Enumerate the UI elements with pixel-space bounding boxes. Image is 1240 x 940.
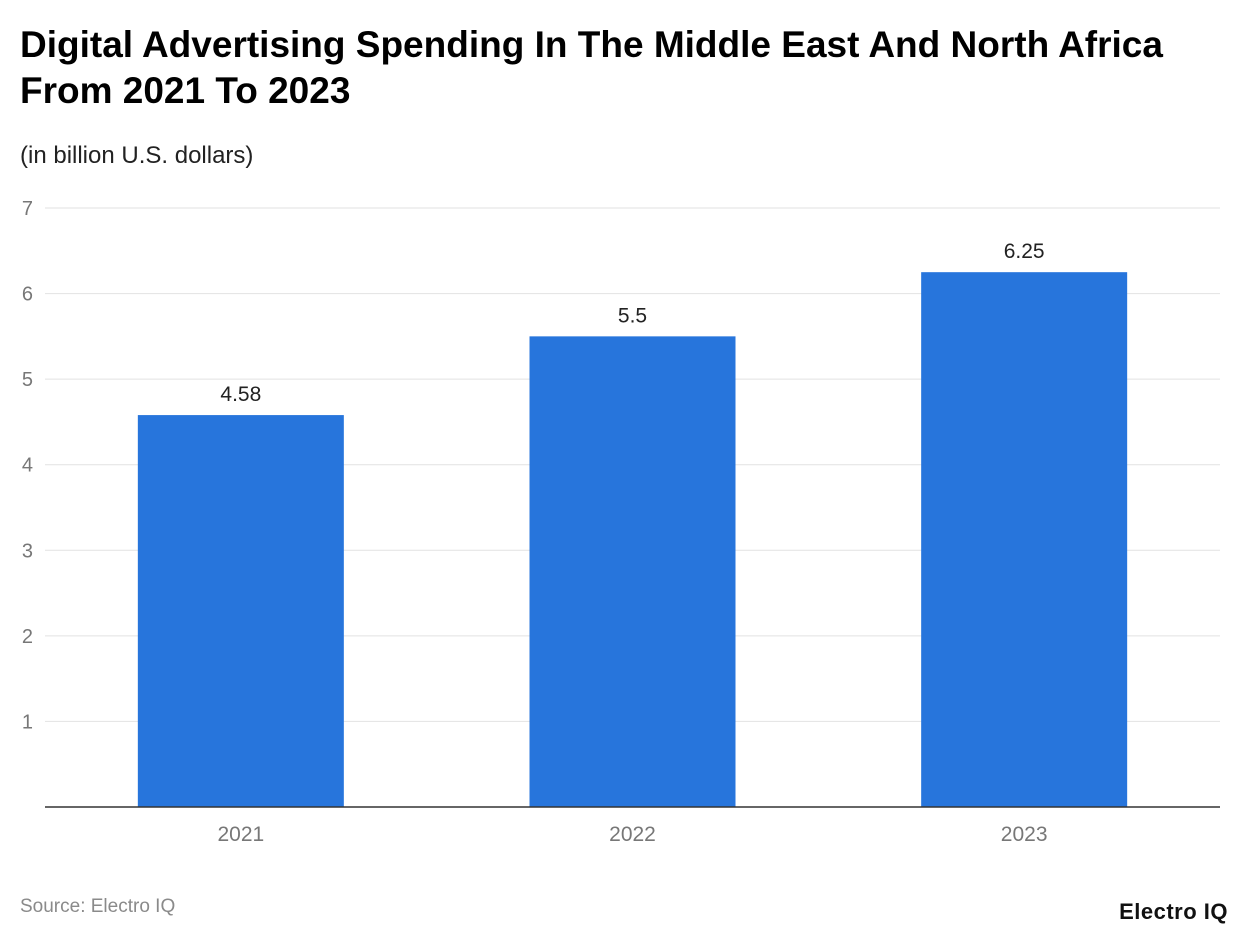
y-tick-label: 7 <box>22 198 33 220</box>
x-tick-label: 2022 <box>609 823 656 846</box>
x-tick-label: 2023 <box>1001 823 1048 846</box>
electro-iq-logo: Electro IQ <box>1119 899 1228 924</box>
y-tick-label: 4 <box>22 455 33 477</box>
data-label: 5.5 <box>618 304 647 327</box>
data-label: 6.25 <box>1004 240 1045 263</box>
data-label: 4.58 <box>220 383 261 406</box>
y-tick-label: 6 <box>22 284 33 306</box>
source-note: Source: Electro IQ <box>20 896 176 917</box>
x-tick-label: 2021 <box>217 823 264 846</box>
y-tick-label: 3 <box>22 540 33 562</box>
bar-2023 <box>921 272 1128 807</box>
chart-subtitle: (in billion U.S. dollars) <box>20 142 254 169</box>
y-tick-label: 2 <box>22 626 33 648</box>
chart-title: Digital Advertising Spending In The Midd… <box>20 24 1163 111</box>
bar-2021 <box>137 415 344 807</box>
y-tick-label: 5 <box>22 369 33 391</box>
bar-2022 <box>529 336 736 807</box>
y-tick-label: 1 <box>22 711 33 733</box>
